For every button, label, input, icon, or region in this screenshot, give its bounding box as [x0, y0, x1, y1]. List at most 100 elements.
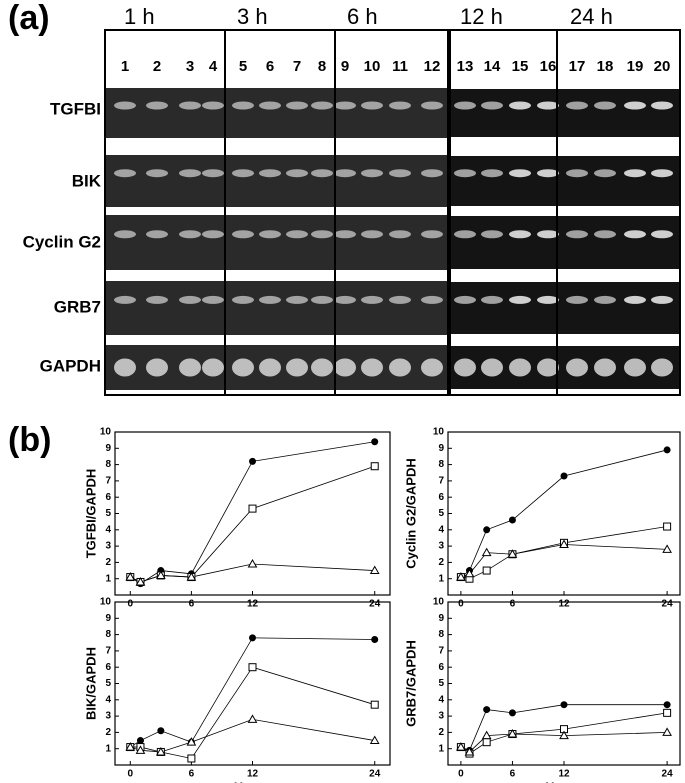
gel-band: [624, 101, 646, 110]
point: [663, 701, 671, 709]
gel-band: [114, 169, 136, 178]
series-line: [130, 637, 375, 748]
gel-band: [481, 295, 503, 304]
gel-strip: [450, 89, 680, 137]
gel-band: [361, 101, 383, 110]
y-tick-label: 1: [438, 743, 444, 754]
y-tick-label: 7: [438, 476, 444, 487]
series-line: [130, 666, 375, 759]
gel-strip: [105, 155, 450, 207]
time-group-frame: [556, 29, 681, 396]
gel-band: [286, 101, 308, 110]
lane-number: 14: [484, 58, 501, 75]
y-tick-label: 5: [105, 678, 111, 689]
point: [187, 754, 196, 763]
series-line: [460, 449, 668, 578]
lane-number: 17: [569, 58, 586, 75]
point: [482, 738, 491, 747]
y-tick-label: 7: [105, 476, 111, 487]
gel-band: [334, 101, 356, 110]
point: [155, 746, 166, 756]
gel-band: [481, 358, 503, 377]
point: [508, 516, 516, 524]
gel-band: [421, 169, 443, 178]
y-tick-label: 9: [438, 443, 444, 454]
gel-band: [594, 230, 616, 239]
y-tick-label: 9: [105, 443, 111, 454]
gel-band: [454, 169, 476, 178]
gel-band: [179, 358, 201, 377]
gel-band: [566, 101, 588, 110]
x-tick-label: 12: [558, 599, 570, 610]
y-tick-label: 7: [438, 646, 444, 657]
gel-band: [259, 358, 281, 377]
point: [247, 559, 258, 568]
lane-number: 16: [540, 58, 557, 75]
gene-label: Cyclin G2: [23, 232, 101, 251]
gel-band: [259, 230, 281, 239]
lane-number: 1: [121, 58, 129, 75]
x-tick-label: 6: [189, 599, 195, 610]
gene-label: GAPDH: [40, 356, 101, 375]
gel-band: [114, 101, 136, 110]
gel-band: [361, 358, 383, 377]
gel-band: [311, 169, 333, 178]
point: [508, 709, 516, 717]
gel-band: [594, 295, 616, 304]
y-tick-label: 3: [438, 541, 444, 552]
gel-band: [421, 295, 443, 304]
point: [663, 522, 672, 531]
gel-band: [311, 295, 333, 304]
y-tick-label: 3: [105, 711, 111, 722]
gel-band: [179, 101, 201, 110]
lane-number: 6: [266, 58, 274, 75]
gel-band: [334, 358, 356, 377]
gel-band: [454, 295, 476, 304]
y-tick-label: 8: [438, 629, 444, 640]
y-axis-label: GRB7/GAPDH: [403, 640, 418, 727]
gel-band: [594, 358, 616, 377]
gel-band: [454, 101, 476, 110]
gel-band: [421, 358, 443, 377]
gel-strip: [450, 156, 680, 206]
gel-band: [481, 101, 503, 110]
gel-band: [202, 101, 224, 110]
point: [663, 708, 672, 717]
x-tick-label: 0: [458, 769, 464, 780]
gel-band: [311, 358, 333, 377]
y-tick-label: 4: [105, 524, 111, 535]
gel-band: [651, 358, 673, 377]
point: [186, 737, 197, 746]
y-tick-label: 10: [433, 597, 445, 608]
x-axis-label: Hours: [234, 779, 272, 783]
x-tick-label: 24: [662, 769, 674, 780]
gel-band: [566, 169, 588, 178]
gel-band: [624, 230, 646, 239]
gel-band: [146, 358, 168, 377]
y-tick-label: 2: [438, 557, 444, 568]
gel-band: [334, 230, 356, 239]
lane-number: 15: [512, 58, 529, 75]
point: [369, 735, 380, 745]
gel-band: [232, 358, 254, 377]
gel-band: [509, 101, 531, 110]
gel-band: [232, 230, 254, 239]
gel-band: [259, 295, 281, 304]
gel-band: [286, 169, 308, 178]
gel-band: [651, 230, 673, 239]
gel-band: [509, 169, 531, 178]
gel-band: [389, 295, 411, 304]
y-tick-label: 1: [105, 573, 111, 584]
x-tick-label: 0: [127, 599, 133, 610]
x-tick-label: 24: [662, 599, 674, 610]
x-axis-label: Hours: [545, 779, 583, 783]
panel-label: (a): [8, 0, 50, 37]
y-tick-label: 6: [105, 492, 111, 503]
gel-band: [566, 230, 588, 239]
gel-band: [146, 169, 168, 178]
x-tick-label: 0: [127, 769, 133, 780]
lane-number: 20: [654, 58, 671, 75]
time-group-frame: [449, 29, 558, 396]
gel-band: [389, 230, 411, 239]
